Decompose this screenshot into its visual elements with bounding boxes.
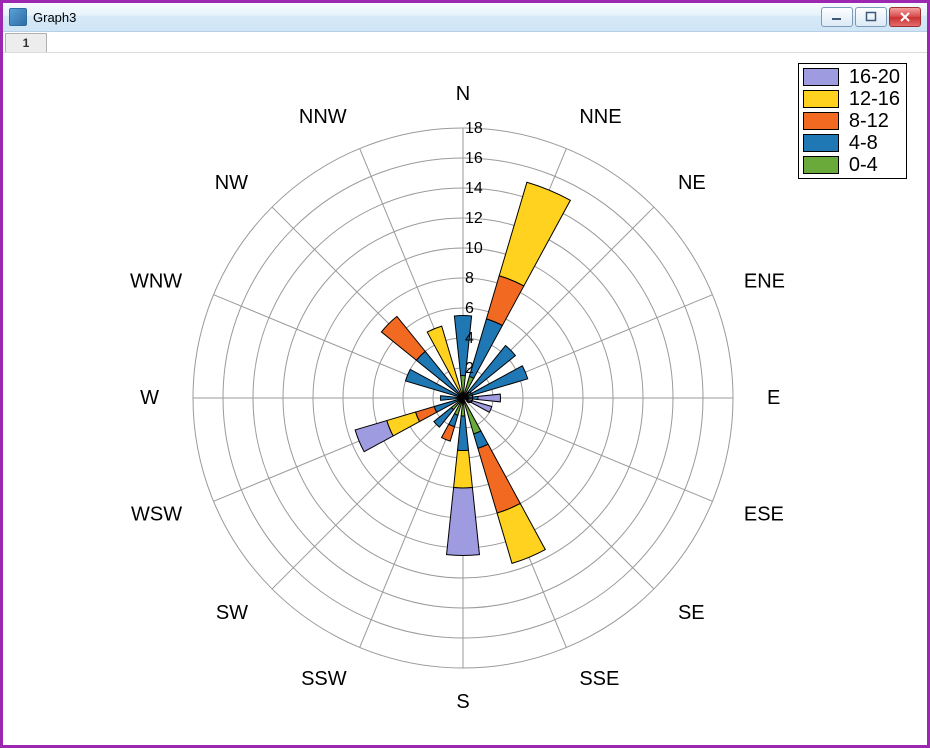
legend-label: 4-8 bbox=[849, 132, 878, 154]
svg-text:14: 14 bbox=[465, 180, 483, 197]
svg-text:SSE: SSE bbox=[579, 668, 619, 690]
svg-text:16: 16 bbox=[465, 150, 483, 167]
minimize-button[interactable] bbox=[821, 7, 853, 27]
svg-text:WNW: WNW bbox=[130, 271, 182, 293]
svg-text:NNW: NNW bbox=[299, 106, 347, 128]
svg-text:SSW: SSW bbox=[301, 668, 347, 690]
plot-area: 6 8 10 12 14 16 18 4 2 0 N NNE NE ENE E ESE SE SSE S SSW SW W… bbox=[3, 53, 927, 745]
legend-swatch bbox=[803, 90, 839, 108]
svg-text:SE: SE bbox=[678, 602, 705, 624]
maximize-button[interactable] bbox=[855, 7, 887, 27]
svg-text:W: W bbox=[140, 387, 159, 409]
svg-text:4: 4 bbox=[465, 330, 474, 347]
svg-text:N: N bbox=[456, 83, 470, 105]
legend-item: 4-8 bbox=[803, 132, 900, 154]
tab-1[interactable]: 1 bbox=[5, 33, 47, 52]
legend: 16-2012-168-124-80-4 bbox=[798, 63, 907, 179]
legend-swatch bbox=[803, 68, 839, 86]
legend-item: 12-16 bbox=[803, 88, 900, 110]
legend-label: 12-16 bbox=[849, 88, 900, 110]
tab-strip: 1 bbox=[3, 32, 927, 53]
legend-swatch bbox=[803, 134, 839, 152]
svg-text:SW: SW bbox=[216, 602, 248, 624]
legend-label: 8-12 bbox=[849, 110, 889, 132]
window-titlebar: Graph3 bbox=[3, 3, 927, 32]
app-icon bbox=[9, 8, 27, 26]
svg-text:18: 18 bbox=[465, 120, 483, 137]
svg-text:E: E bbox=[767, 387, 780, 409]
tab-label: 1 bbox=[23, 36, 30, 50]
svg-text:WSW: WSW bbox=[131, 503, 182, 525]
svg-text:NW: NW bbox=[215, 172, 248, 194]
legend-item: 16-20 bbox=[803, 66, 900, 88]
legend-label: 0-4 bbox=[849, 154, 878, 176]
svg-text:8: 8 bbox=[465, 270, 474, 287]
close-button[interactable] bbox=[889, 7, 921, 27]
svg-text:S: S bbox=[456, 691, 469, 713]
svg-text:10: 10 bbox=[465, 240, 483, 257]
svg-text:12: 12 bbox=[465, 210, 483, 227]
svg-text:ESE: ESE bbox=[744, 503, 784, 525]
legend-swatch bbox=[803, 156, 839, 174]
legend-item: 0-4 bbox=[803, 154, 900, 176]
svg-text:NNE: NNE bbox=[579, 106, 621, 128]
svg-text:6: 6 bbox=[465, 300, 474, 317]
window-title: Graph3 bbox=[33, 10, 76, 25]
wind-rose-chart: 6 8 10 12 14 16 18 4 2 0 N NNE NE ENE E ESE SE SSE S SSW SW W… bbox=[3, 53, 927, 745]
svg-text:ENE: ENE bbox=[744, 271, 785, 293]
svg-text:0: 0 bbox=[465, 390, 474, 407]
legend-item: 8-12 bbox=[803, 110, 900, 132]
legend-swatch bbox=[803, 112, 839, 130]
svg-text:2: 2 bbox=[465, 360, 474, 377]
svg-text:NE: NE bbox=[678, 172, 706, 194]
legend-label: 16-20 bbox=[849, 66, 900, 88]
